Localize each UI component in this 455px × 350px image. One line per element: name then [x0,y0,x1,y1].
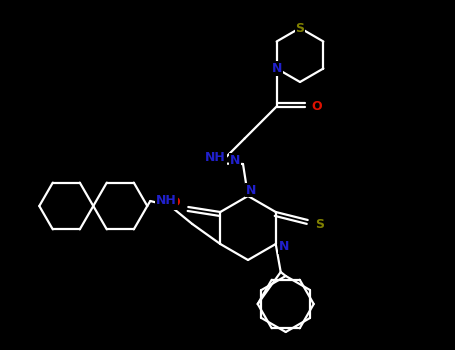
Text: O: O [311,100,322,113]
Text: S: S [295,21,304,35]
Text: N: N [230,154,240,167]
Text: S: S [315,217,324,231]
Text: NH: NH [205,151,226,164]
Text: O: O [169,196,180,210]
Text: N: N [246,183,256,196]
Text: NH: NH [156,194,177,206]
Text: N: N [278,240,289,253]
Text: N: N [272,62,282,75]
